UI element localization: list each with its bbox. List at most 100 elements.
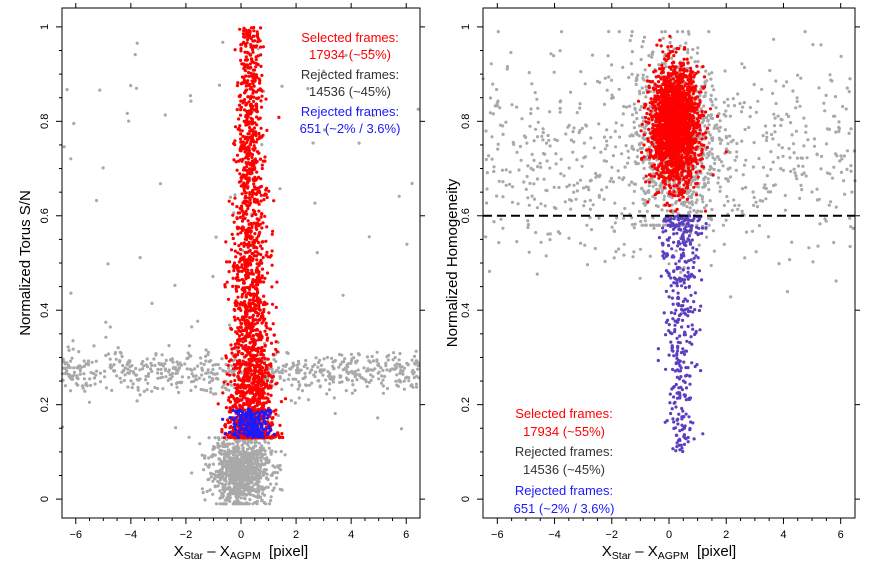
scatter-point — [244, 194, 248, 198]
scatter-point — [244, 209, 248, 213]
scatter-point — [241, 173, 245, 177]
scatter-point — [713, 161, 717, 166]
scatter-point — [114, 357, 118, 361]
scatter-point — [338, 352, 342, 357]
scatter-point — [384, 364, 388, 368]
scatter-point — [251, 48, 255, 52]
scatter-point — [522, 180, 526, 184]
scatter-point — [402, 379, 406, 383]
scatter-point — [772, 124, 777, 128]
scatter-point — [833, 95, 838, 99]
scatter-point — [255, 258, 259, 262]
scatter-point — [246, 245, 250, 249]
scatter-point — [732, 104, 737, 108]
scatter-point — [243, 315, 248, 319]
scatter-point — [260, 163, 264, 167]
scatter-point — [222, 380, 226, 384]
scatter-point — [221, 40, 225, 44]
scatter-point — [271, 464, 275, 468]
scatter-point — [824, 219, 828, 223]
scatter-point — [249, 136, 253, 140]
scatter-point — [227, 370, 231, 374]
scatter-point — [258, 185, 262, 189]
scatter-point — [562, 174, 566, 178]
scatter-point — [265, 225, 269, 229]
scatter-point — [311, 141, 315, 145]
scatter-point — [239, 322, 244, 326]
scatter-point — [839, 170, 844, 174]
scatter-point — [575, 189, 580, 193]
scatter-point — [648, 105, 652, 109]
scatter-point — [246, 413, 250, 417]
scatter-point — [516, 202, 520, 206]
scatter-point — [250, 159, 254, 163]
scatter-point — [218, 496, 222, 500]
scatter-point — [129, 84, 133, 88]
scatter-point — [243, 142, 247, 146]
scatter-point — [206, 478, 210, 482]
scatter-point — [717, 129, 721, 133]
scatter-point — [351, 383, 355, 387]
scatter-point — [254, 299, 258, 303]
scatter-point — [520, 117, 524, 121]
scatter-point — [271, 488, 275, 492]
scatter-point — [256, 280, 260, 284]
scatter-point — [118, 359, 122, 363]
scatter-point — [735, 141, 739, 146]
scatter-point — [264, 239, 268, 243]
scatter-point — [752, 203, 756, 207]
scatter-point — [275, 381, 279, 385]
scatter-point — [254, 134, 258, 138]
left-legend-rejected-gray-value: 14536 (~45%) — [309, 84, 391, 99]
scatter-point — [221, 369, 225, 373]
scatter-point — [558, 110, 562, 114]
scatter-point — [736, 92, 740, 96]
scatter-point — [76, 364, 80, 369]
scatter-point — [252, 29, 256, 33]
scatter-point — [303, 371, 307, 375]
scatter-point — [232, 263, 236, 267]
scatter-point — [702, 104, 706, 108]
scatter-point — [752, 141, 756, 145]
scatter-point — [782, 84, 786, 88]
scatter-point — [145, 365, 150, 369]
scatter-point — [385, 368, 389, 372]
scatter-point — [509, 50, 513, 55]
scatter-point — [119, 380, 123, 384]
scatter-point — [138, 368, 142, 372]
scatter-point — [510, 200, 514, 204]
scatter-point — [202, 377, 206, 381]
scatter-point — [379, 366, 383, 370]
scatter-point — [254, 90, 258, 94]
scatter-point — [497, 179, 501, 183]
scatter-point — [247, 122, 251, 126]
scatter-point — [204, 371, 208, 375]
scatter-point — [259, 105, 264, 109]
scatter-point — [250, 337, 254, 341]
scatter-point — [274, 412, 278, 416]
scatter-point — [249, 272, 253, 276]
scatter-point — [228, 469, 232, 473]
scatter-point — [250, 235, 254, 239]
scatter-point — [401, 372, 405, 376]
scatter-point — [584, 124, 589, 128]
scatter-point — [95, 369, 99, 373]
scatter-point — [202, 468, 206, 472]
scatter-point — [254, 489, 258, 493]
scatter-point — [272, 486, 276, 490]
scatter-point — [261, 159, 265, 163]
scatter-point — [136, 388, 140, 392]
scatter-point — [270, 367, 274, 371]
scatter-point — [238, 366, 242, 370]
scatter-point — [306, 398, 311, 402]
scatter-point — [156, 386, 160, 391]
scatter-point — [395, 383, 399, 387]
scatter-point — [260, 73, 264, 77]
scatter-point — [553, 137, 557, 142]
scatter-point — [349, 361, 353, 365]
scatter-point — [110, 365, 114, 369]
scatter-point — [237, 180, 242, 184]
scatter-point — [254, 286, 258, 290]
scatter-point — [512, 142, 516, 146]
scatter-point — [328, 382, 332, 386]
